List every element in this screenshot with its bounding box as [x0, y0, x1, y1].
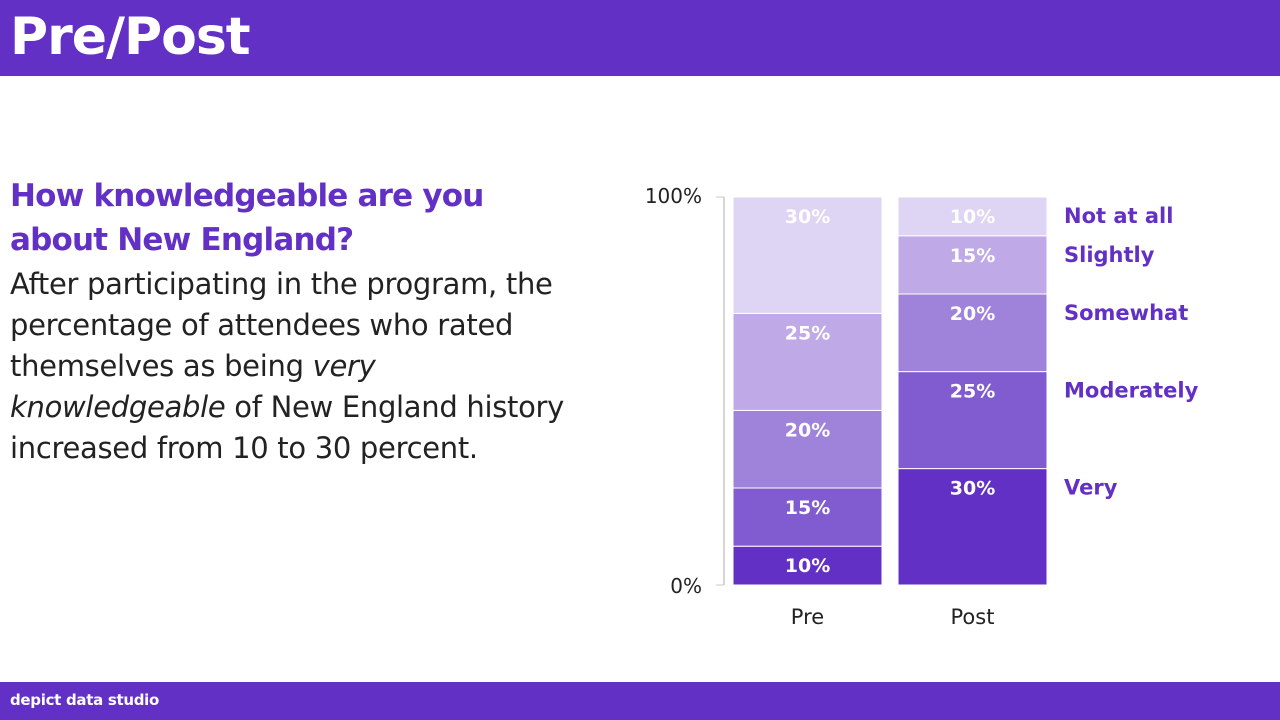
page-title: Pre/Post [10, 7, 251, 67]
data-label: 30% [785, 206, 830, 228]
legend-label: Very [1064, 476, 1118, 500]
summary-part-1: After participating in the program, the … [10, 267, 553, 383]
bar-segment-very [897, 468, 1048, 586]
summary-part-2: of New England history increased from 10… [10, 390, 565, 465]
bar-segment-slightly [732, 312, 883, 411]
bar-segment-not-at-all [897, 196, 1048, 237]
bar-segment-slightly [897, 235, 1048, 295]
data-label: 15% [785, 497, 830, 519]
bar-segment-somewhat [732, 409, 883, 489]
summary-emphasis: very knowledgeable [10, 349, 376, 424]
question-heading: How knowledgeable are you about New Engl… [10, 178, 484, 258]
legend-label: Somewhat [1064, 301, 1188, 325]
data-label: 30% [950, 478, 995, 500]
bar-segment-moderately [897, 371, 1048, 470]
bar-segment-somewhat [897, 293, 1048, 373]
brand-logo-text: depict data studio [10, 691, 160, 709]
summary-text: After participating in the program, the … [10, 264, 590, 469]
bar-segment-moderately [732, 487, 883, 547]
footer-bar: depict data studio [0, 682, 1280, 720]
y-tick-label: 100% [645, 184, 702, 208]
bar-segment-very [732, 545, 883, 586]
title-bar: Pre/Post [0, 0, 1280, 76]
x-tick-label: Pre [791, 605, 824, 629]
legend-label: Slightly [1064, 243, 1155, 267]
y-tick-label: 0% [670, 574, 702, 598]
data-label: 20% [785, 419, 830, 441]
x-tick-label: Post [951, 605, 995, 629]
legend-label: Moderately [1064, 379, 1199, 403]
data-label: 25% [785, 322, 830, 344]
data-label: 25% [950, 381, 995, 403]
data-label: 20% [950, 303, 995, 325]
data-label: 10% [785, 555, 830, 577]
data-label: 10% [950, 206, 995, 228]
legend-label: Not at all [1064, 204, 1173, 228]
data-label: 15% [950, 245, 995, 267]
bar-segment-not-at-all [732, 196, 883, 314]
